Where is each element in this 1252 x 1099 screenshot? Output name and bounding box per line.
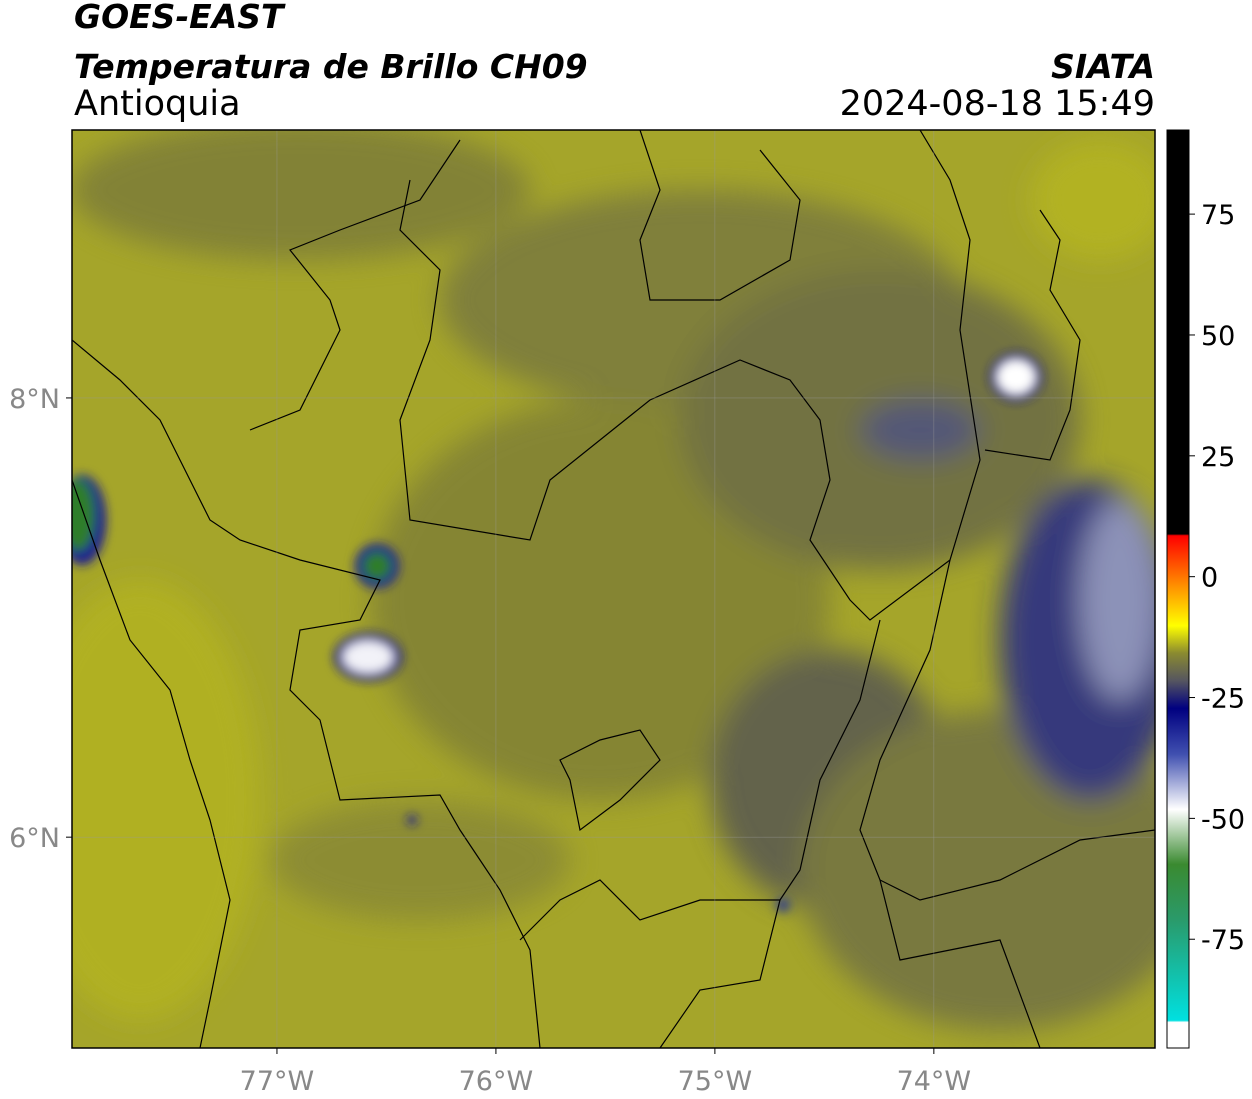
colorbar-label: 75 [1201,200,1235,231]
lon-label: 75°W [678,1066,753,1097]
agency: SIATA [1051,47,1155,86]
colorbar [1166,129,1190,1049]
title: Temperatura de Brillo CH09 [74,47,588,86]
map-frame [71,129,1156,1049]
boundaries [72,130,1155,1048]
colorbar-label: 50 [1201,321,1235,352]
colorbar-label: -50 [1201,804,1245,835]
colorbar-label: -75 [1201,925,1245,956]
lon-label: 74°W [897,1066,972,1097]
colorbar-label: 0 [1201,563,1218,594]
lon-label: 76°W [459,1066,534,1097]
region: Antioquia [74,84,241,124]
lon-label: 77°W [240,1066,315,1097]
lat-label: 6°N [9,823,60,854]
colorbar-ticks: 75 50 25 0 -25 -50 -75 [1189,200,1245,956]
colorbar-label: -25 [1201,684,1245,715]
colorbar-label: 25 [1201,442,1235,473]
map-grid: 77°W 76°W 75°W 74°W 8°N 6°N [9,130,1155,1097]
datetime: 2024-08-18 15:49 [840,84,1155,124]
source: GOES-EAST [74,0,286,36]
lat-label: 8°N [9,384,60,415]
map-image [72,130,1155,1048]
